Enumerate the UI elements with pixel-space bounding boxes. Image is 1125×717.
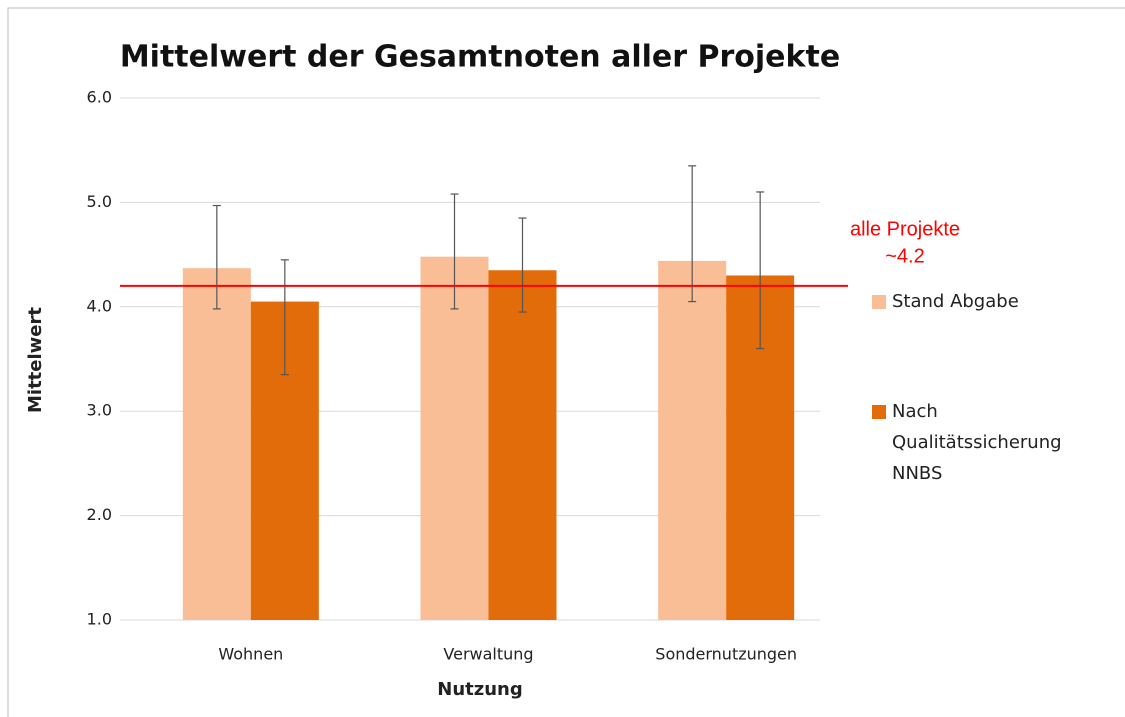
legend-label: Nach Qualitätssicherung NNBS bbox=[892, 401, 1062, 484]
y-axis-label: Mittelwert bbox=[25, 307, 46, 413]
reference-label: ~4.2 bbox=[885, 245, 924, 267]
legend-label: Stand Abgabe bbox=[892, 291, 1019, 312]
legend-entry: Nach Qualitätssicherung NNBS bbox=[892, 401, 1062, 484]
y-tick-label: 2.0 bbox=[87, 505, 112, 524]
y-tick-label: 5.0 bbox=[87, 192, 112, 211]
x-tick-label: Wohnen bbox=[218, 645, 283, 664]
error-bar bbox=[212, 204, 221, 310]
y-tick-label: 1.0 bbox=[87, 610, 112, 629]
error-bar bbox=[518, 217, 527, 313]
legend-entry: Stand Abgabe bbox=[892, 291, 1019, 312]
error-bar bbox=[280, 259, 289, 376]
legend-swatch bbox=[872, 405, 886, 419]
reference-text: alle Projekte bbox=[850, 218, 960, 240]
error-bar bbox=[688, 165, 697, 303]
chart-title: Mittelwert der Gesamtnoten aller Projekt… bbox=[120, 40, 840, 75]
y-tick-label: 6.0 bbox=[87, 88, 112, 107]
y-tick-label: 4.0 bbox=[87, 296, 112, 315]
bar bbox=[420, 256, 489, 620]
bar bbox=[658, 260, 727, 620]
error-bar bbox=[450, 193, 459, 310]
error-bar bbox=[756, 191, 765, 350]
bar bbox=[182, 268, 251, 620]
bar bbox=[488, 270, 557, 620]
x-tick-label: Verwaltung bbox=[443, 645, 533, 664]
x-tick-label: Sondernutzungen bbox=[655, 645, 797, 664]
y-tick-label: 3.0 bbox=[87, 401, 112, 420]
x-axis-label: Nutzung bbox=[437, 679, 522, 700]
legend-swatch bbox=[872, 295, 886, 309]
